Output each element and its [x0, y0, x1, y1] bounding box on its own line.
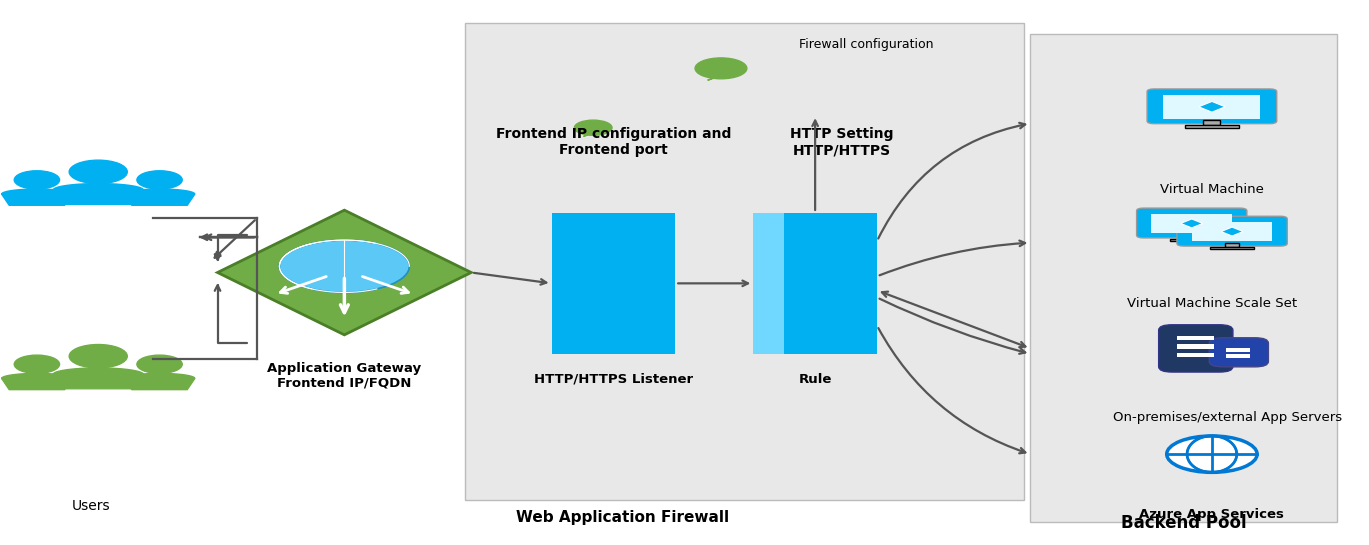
- Text: Backend Pool: Backend Pool: [1121, 514, 1247, 532]
- Circle shape: [14, 355, 60, 373]
- Polygon shape: [125, 189, 194, 194]
- Text: HTTP Setting
HTTP/HTTPS: HTTP Setting HTTP/HTTPS: [790, 128, 894, 158]
- FancyBboxPatch shape: [1164, 95, 1261, 118]
- Polygon shape: [125, 378, 194, 390]
- Circle shape: [137, 355, 182, 373]
- FancyBboxPatch shape: [1147, 89, 1277, 124]
- FancyBboxPatch shape: [1151, 214, 1232, 233]
- FancyBboxPatch shape: [1177, 344, 1214, 349]
- Text: On-premises/external App Servers: On-premises/external App Servers: [1113, 411, 1343, 424]
- Polygon shape: [1, 194, 73, 205]
- FancyBboxPatch shape: [465, 23, 1024, 500]
- FancyBboxPatch shape: [1225, 354, 1250, 358]
- Polygon shape: [53, 190, 144, 204]
- Circle shape: [14, 171, 60, 189]
- Polygon shape: [1199, 101, 1225, 112]
- Polygon shape: [583, 132, 597, 136]
- FancyBboxPatch shape: [1031, 34, 1338, 522]
- FancyBboxPatch shape: [1184, 235, 1199, 239]
- Text: Virtual Machine Scale Set: Virtual Machine Scale Set: [1127, 297, 1296, 310]
- Circle shape: [1166, 436, 1257, 473]
- Polygon shape: [1221, 227, 1243, 236]
- Circle shape: [70, 160, 127, 184]
- Polygon shape: [125, 194, 194, 205]
- FancyBboxPatch shape: [1177, 216, 1287, 246]
- FancyBboxPatch shape: [1203, 120, 1220, 125]
- FancyBboxPatch shape: [1186, 125, 1239, 128]
- FancyBboxPatch shape: [1177, 336, 1214, 341]
- Polygon shape: [218, 210, 471, 335]
- Text: Virtual Machine: Virtual Machine: [1160, 183, 1264, 196]
- FancyBboxPatch shape: [1177, 353, 1214, 358]
- Polygon shape: [53, 374, 144, 389]
- Circle shape: [137, 171, 182, 189]
- Text: Users: Users: [73, 499, 111, 513]
- Circle shape: [695, 58, 747, 79]
- FancyBboxPatch shape: [1225, 348, 1250, 352]
- Text: Azure App Services: Azure App Services: [1139, 508, 1284, 522]
- FancyBboxPatch shape: [753, 213, 784, 354]
- Polygon shape: [125, 373, 194, 378]
- Circle shape: [70, 344, 127, 368]
- Polygon shape: [1, 373, 73, 378]
- FancyBboxPatch shape: [1158, 325, 1233, 372]
- Text: Firewall configuration: Firewall configuration: [799, 38, 934, 51]
- Text: Frontend IP configuration and
Frontend port: Frontend IP configuration and Frontend p…: [496, 128, 731, 158]
- Circle shape: [575, 120, 612, 135]
- FancyBboxPatch shape: [1136, 208, 1247, 238]
- Polygon shape: [708, 74, 727, 80]
- Text: Rule: Rule: [798, 373, 832, 386]
- Text: Web Application Firewall: Web Application Firewall: [516, 510, 730, 525]
- FancyBboxPatch shape: [1209, 338, 1269, 367]
- FancyBboxPatch shape: [784, 213, 878, 354]
- Polygon shape: [53, 368, 144, 374]
- Polygon shape: [1, 189, 73, 194]
- Polygon shape: [1, 378, 73, 390]
- FancyBboxPatch shape: [1210, 247, 1254, 250]
- Polygon shape: [1180, 219, 1203, 228]
- Circle shape: [279, 240, 409, 293]
- FancyBboxPatch shape: [552, 213, 675, 354]
- FancyBboxPatch shape: [1225, 243, 1239, 247]
- Text: Application Gateway
Frontend IP/FQDN: Application Gateway Frontend IP/FQDN: [267, 362, 422, 390]
- Polygon shape: [53, 184, 144, 190]
- FancyBboxPatch shape: [1192, 222, 1272, 241]
- Text: HTTP/HTTPS Listener: HTTP/HTTPS Listener: [534, 373, 693, 386]
- FancyBboxPatch shape: [1169, 239, 1214, 241]
